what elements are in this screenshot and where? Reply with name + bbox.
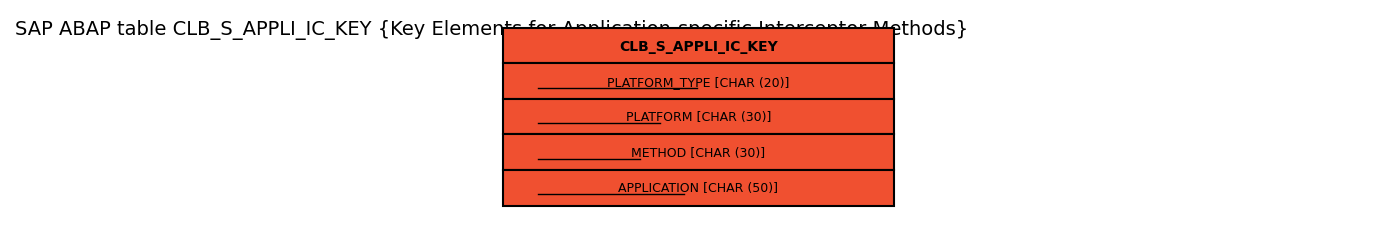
FancyBboxPatch shape	[503, 170, 894, 206]
Text: PLATFORM_TYPE [CHAR (20)]: PLATFORM_TYPE [CHAR (20)]	[608, 75, 789, 88]
Text: SAP ABAP table CLB_S_APPLI_IC_KEY {Key Elements for Application-specific Interce: SAP ABAP table CLB_S_APPLI_IC_KEY {Key E…	[15, 20, 968, 40]
Text: APPLICATION [CHAR (50)]: APPLICATION [CHAR (50)]	[619, 182, 778, 195]
FancyBboxPatch shape	[503, 29, 894, 64]
Text: CLB_S_APPLI_IC_KEY: CLB_S_APPLI_IC_KEY	[619, 40, 778, 53]
FancyBboxPatch shape	[503, 64, 894, 100]
FancyBboxPatch shape	[503, 100, 894, 135]
Text: METHOD [CHAR (30)]: METHOD [CHAR (30)]	[631, 146, 766, 159]
Text: PLATFORM [CHAR (30)]: PLATFORM [CHAR (30)]	[626, 111, 771, 124]
FancyBboxPatch shape	[503, 135, 894, 170]
